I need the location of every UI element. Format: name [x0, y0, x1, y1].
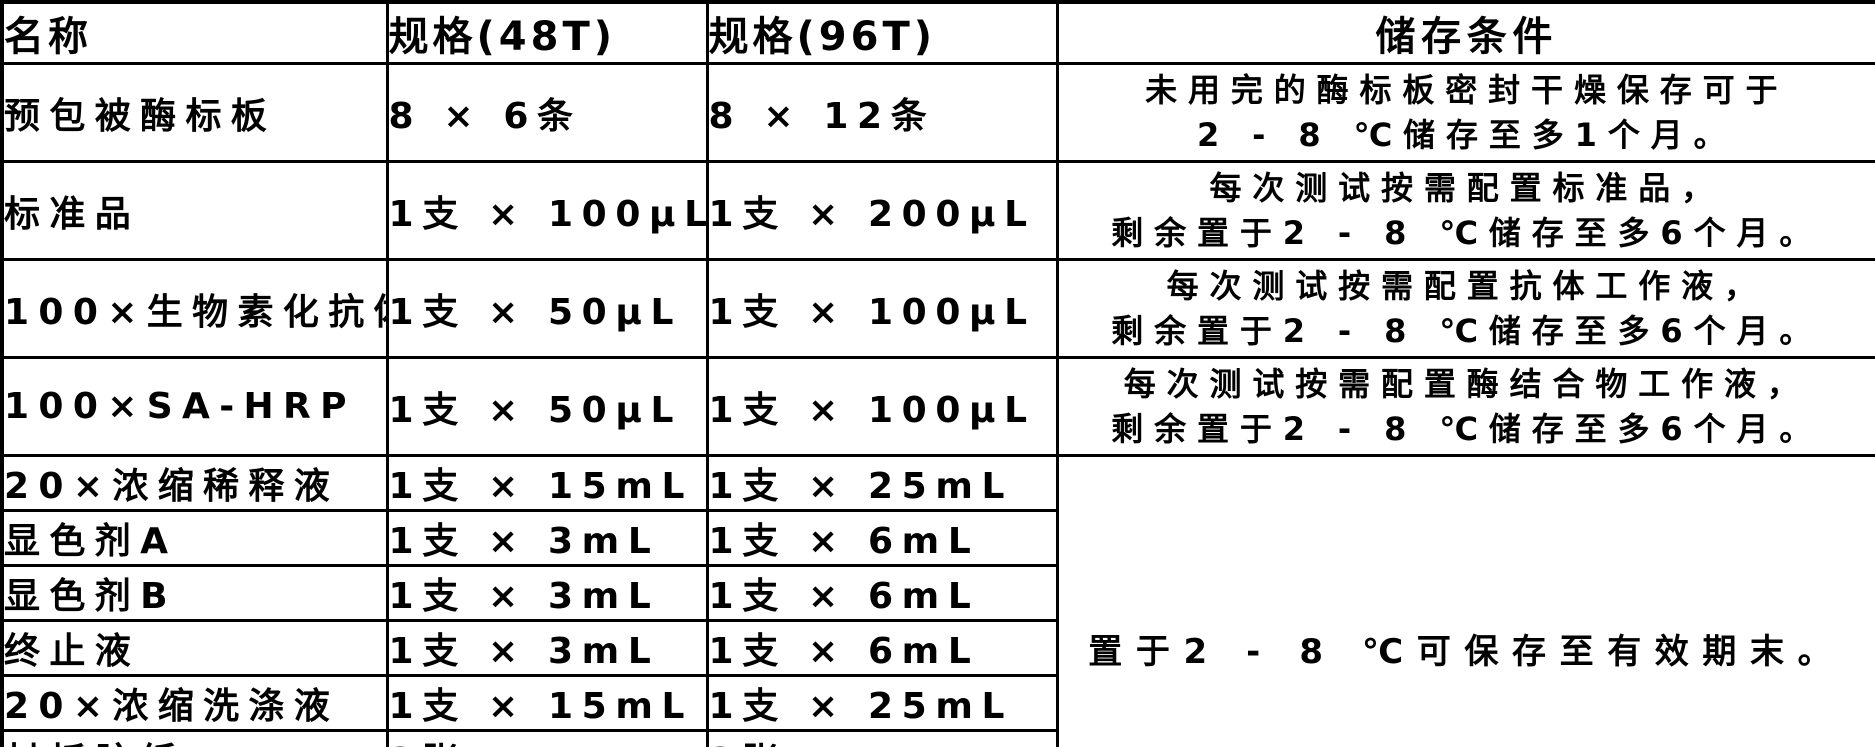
spec-48t-value: 1支 × 50μL: [385, 258, 709, 359]
storage-line-2: 剩余置于2 - 8 ℃储存至多6个月。: [1111, 409, 1823, 448]
header-row: 名称 规格(48T) 规格(96T) 储存条件: [0, 0, 1875, 65]
spec-96t-value: 1支 × 200μL: [705, 160, 1059, 261]
table-row-substrate-a: 显色剂A 1支 × 3mL 1支 × 6mL: [0, 509, 1875, 567]
spec-48t-value: 1支 × 3mL: [385, 619, 709, 677]
merged-storage-condition: 置于2 - 8 ℃可保存至有效期末。: [1055, 454, 1875, 747]
component-name: 100×SA-HRP: [0, 356, 389, 457]
table-row-stop-solution: 终止液 1支 × 3mL 1支 × 6mL: [0, 619, 1875, 677]
table-row-substrate-b: 显色剂B 1支 × 3mL 1支 × 6mL: [0, 564, 1875, 622]
component-name: 标准品: [0, 160, 389, 261]
table-row-plate: 预包被酶标板 8 × 6条 8 × 12条 未用完的酶标板密封干燥保存可于 2 …: [0, 62, 1875, 163]
spec-48t-value: 1支 × 3mL: [385, 564, 709, 622]
storage-condition: 每次测试按需配置抗体工作液， 剩余置于2 - 8 ℃储存至多6个月。: [1055, 258, 1875, 359]
storage-condition: 每次测试按需配置标准品， 剩余置于2 - 8 ℃储存至多6个月。: [1055, 160, 1875, 261]
component-name: 20×浓缩稀释液: [0, 454, 389, 512]
spec-96t-value: 1支 × 6mL: [705, 564, 1059, 622]
component-name: 显色剂A: [0, 509, 389, 567]
component-name: 20×浓缩洗涤液: [0, 674, 389, 732]
spec-96t-value: 8 × 12条: [705, 62, 1059, 163]
spec-96t-value: 1支 × 100μL: [705, 258, 1059, 359]
table-row-biotin-antibody: 100×生物素化抗体 1支 × 50μL 1支 × 100μL 每次测试按需配置…: [0, 258, 1875, 359]
storage-line-2: 2 - 8 ℃储存至多1个月。: [1197, 115, 1737, 154]
storage-line-1: 未用完的酶标板密封干燥保存可于: [1145, 70, 1789, 109]
table-row-standard: 标准品 1支 × 100μL 1支 × 200μL 每次测试按需配置标准品， 剩…: [0, 160, 1875, 261]
component-name: 100×生物素化抗体: [0, 258, 389, 359]
spec-48t-value: 1支 × 15mL: [385, 454, 709, 512]
component-name: 封板胶纸: [0, 729, 389, 747]
storage-line-1: 每次测试按需配置酶结合物工作液，: [1123, 364, 1810, 403]
storage-condition: 每次测试按需配置酶结合物工作液， 剩余置于2 - 8 ℃储存至多6个月。: [1055, 356, 1875, 457]
col-header-spec-48t: 规格(48T): [385, 0, 709, 65]
component-name: 显色剂B: [0, 564, 389, 622]
spec-48t-value: 1支 × 50μL: [385, 356, 709, 457]
spec-48t-value: 2张: [385, 729, 709, 747]
spec-48t-value: 1支 × 15mL: [385, 674, 709, 732]
spec-96t-value: 1支 × 25mL: [705, 454, 1059, 512]
component-name: 预包被酶标板: [0, 62, 389, 163]
col-header-storage: 储存条件: [1055, 0, 1875, 65]
spec-96t-value: 2张: [705, 729, 1059, 747]
storage-condition: 未用完的酶标板密封干燥保存可于 2 - 8 ℃储存至多1个月。: [1055, 62, 1875, 163]
spec-96t-value: 1支 × 100μL: [705, 356, 1059, 457]
spec-96t-value: 1支 × 6mL: [705, 619, 1059, 677]
storage-line-2: 剩余置于2 - 8 ℃储存至多6个月。: [1111, 213, 1823, 252]
storage-line-1: 每次测试按需配置标准品，: [1209, 168, 1725, 207]
storage-line-2: 剩余置于2 - 8 ℃储存至多6个月。: [1111, 311, 1823, 350]
table-row-wash-buffer: 20×浓缩洗涤液 1支 × 15mL 1支 × 25mL: [0, 674, 1875, 732]
spec-96t-value: 1支 × 25mL: [705, 674, 1059, 732]
spec-48t-value: 1支 × 100μL: [385, 160, 709, 261]
col-header-name: 名称: [0, 0, 389, 65]
component-name: 终止液: [0, 619, 389, 677]
storage-line-1: 每次测试按需配置抗体工作液，: [1166, 266, 1767, 305]
spec-96t-value: 1支 × 6mL: [705, 509, 1059, 567]
col-header-spec-96t: 规格(96T): [705, 0, 1059, 65]
spec-48t-value: 8 × 6条: [385, 62, 709, 163]
table-row-sa-hrp: 100×SA-HRP 1支 × 50μL 1支 × 100μL 每次测试按需配置…: [0, 356, 1875, 457]
table-row-diluent: 20×浓缩稀释液 1支 × 15mL 1支 × 25mL 置于2 - 8 ℃可保…: [0, 454, 1875, 747]
table-row-plate-sealer: 封板胶纸 2张 2张: [0, 729, 1875, 747]
spec-48t-value: 1支 × 3mL: [385, 509, 709, 567]
